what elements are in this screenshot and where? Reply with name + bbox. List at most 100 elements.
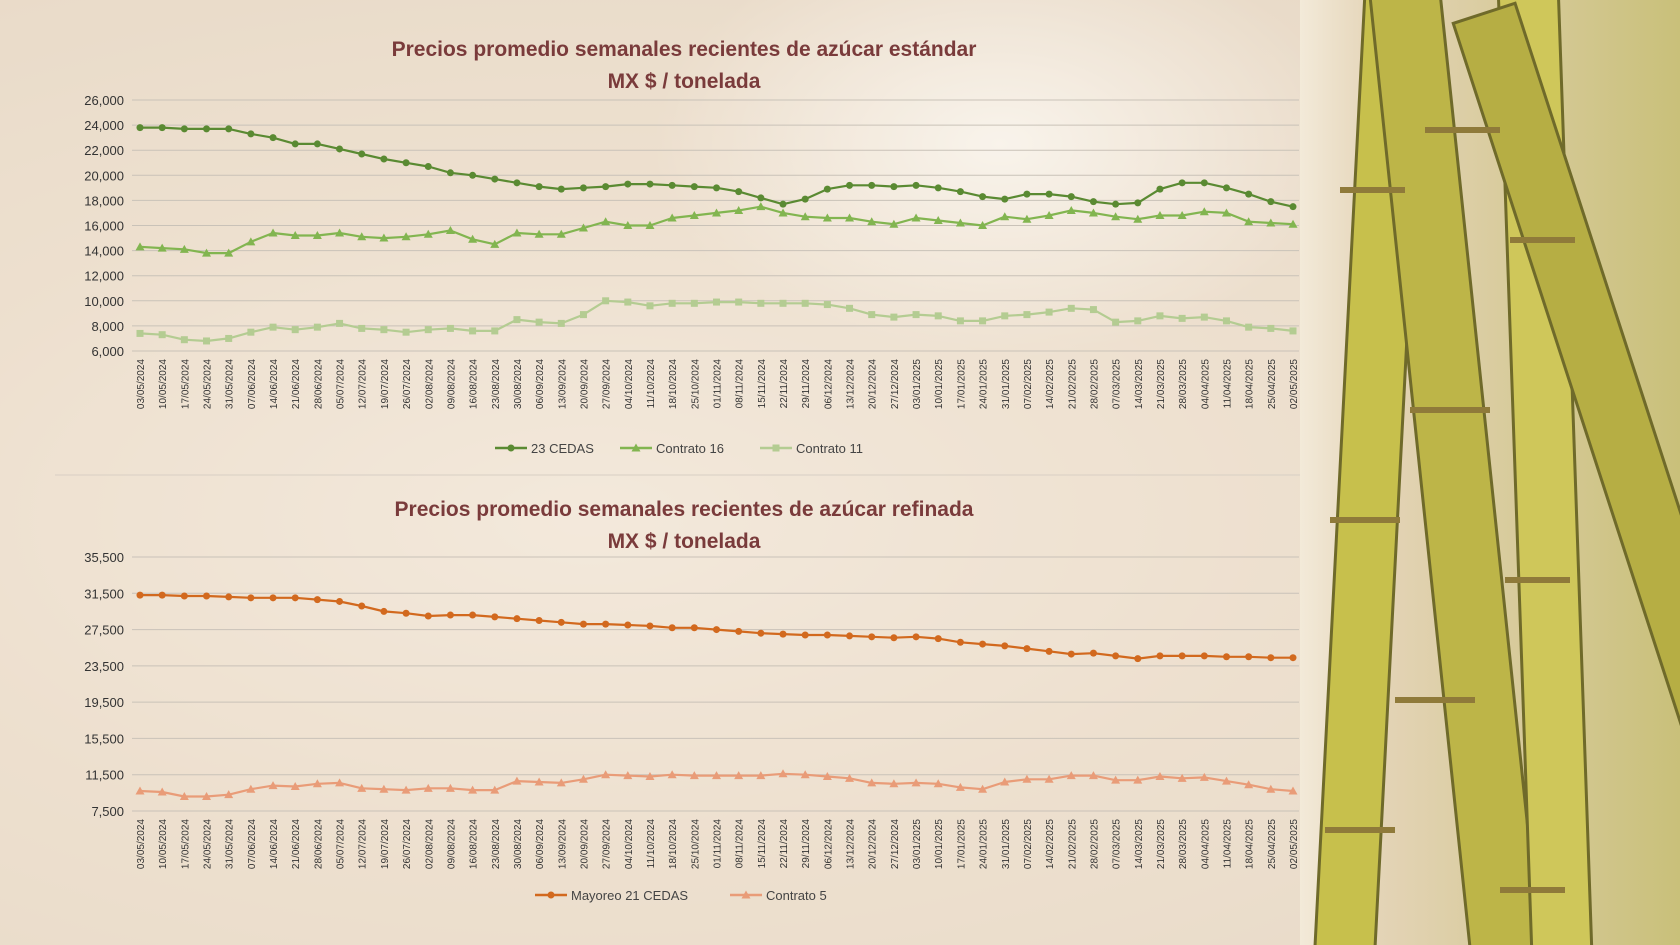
data-point (601, 217, 611, 226)
chart1-gridlines (132, 99, 1299, 352)
data-point (623, 771, 633, 780)
data-point (556, 229, 566, 238)
data-point (135, 786, 145, 795)
data-point (1000, 777, 1010, 786)
data-point (225, 125, 233, 133)
data-point (1022, 774, 1032, 783)
chart-standard-sugar: Precios promedio semanales recientes de … (84, 38, 1300, 456)
data-point (157, 787, 167, 796)
data-point (1089, 198, 1097, 206)
data-point (846, 181, 854, 189)
data-point (1200, 179, 1208, 187)
data-point (313, 323, 321, 331)
x-tick-label: 19/07/2024 (380, 819, 391, 869)
data-point (225, 334, 233, 342)
sugarcane-illustration (1312, 0, 1680, 945)
data-point (822, 213, 832, 222)
y-tick-label: 23,500 (84, 659, 124, 674)
x-tick-label: 27/12/2024 (890, 359, 901, 409)
data-point (1155, 210, 1165, 219)
legend-label: 23 CEDAS (531, 441, 594, 456)
x-tick-label: 17/05/2024 (180, 819, 191, 869)
y-tick-label: 15,500 (84, 731, 124, 746)
data-point (1245, 323, 1253, 331)
data-point (646, 180, 654, 188)
data-point (712, 771, 721, 780)
data-point (180, 125, 188, 133)
x-tick-label: 26/07/2024 (402, 359, 413, 409)
data-point (402, 328, 410, 336)
data-point (269, 594, 277, 602)
y-tick-label: 20,000 (84, 168, 124, 183)
x-tick-label: 02/05/2025 (1289, 359, 1300, 409)
data-point (535, 183, 543, 191)
data-point (713, 626, 720, 634)
x-tick-label: 28/03/2025 (1178, 819, 1189, 869)
data-point (1067, 193, 1075, 201)
y-tick-label: 8,000 (91, 319, 124, 334)
data-point (602, 620, 610, 628)
data-point (645, 221, 655, 229)
data-point (157, 243, 167, 252)
data-point (1178, 314, 1186, 322)
data-point (823, 631, 831, 639)
y-tick-label: 6,000 (91, 344, 124, 359)
data-point (1001, 312, 1009, 320)
data-point (800, 212, 810, 221)
data-point (689, 210, 699, 219)
data-point (268, 781, 278, 790)
data-point (735, 627, 743, 635)
data-point (956, 317, 964, 325)
y-tick-label: 31,500 (84, 586, 124, 601)
x-tick-label: 25/04/2025 (1267, 819, 1278, 869)
x-tick-label: 14/02/2025 (1045, 819, 1056, 869)
data-point (246, 237, 256, 246)
x-tick-label: 13/09/2024 (557, 359, 568, 409)
data-point (246, 784, 256, 793)
y-tick-label: 26,000 (84, 93, 124, 108)
x-tick-label: 14/03/2025 (1134, 819, 1145, 869)
data-point (336, 597, 344, 605)
data-point (956, 188, 964, 196)
legend-marker (547, 891, 555, 899)
data-point (624, 298, 632, 306)
data-point (912, 311, 920, 319)
x-tick-label: 16/08/2024 (469, 359, 480, 409)
x-tick-label: 27/09/2024 (602, 819, 613, 869)
data-point (735, 188, 743, 196)
data-point (690, 183, 698, 191)
data-point (557, 319, 565, 327)
data-point (468, 785, 478, 794)
x-tick-label: 18/04/2025 (1245, 819, 1256, 869)
data-point (290, 231, 300, 240)
y-tick-label: 19,500 (84, 695, 124, 710)
x-tick-label: 20/12/2024 (868, 819, 879, 869)
x-tick-label: 14/06/2024 (269, 819, 280, 869)
data-point (713, 298, 720, 306)
data-point (1111, 775, 1121, 784)
data-point (890, 634, 898, 642)
data-point (358, 602, 366, 610)
data-point (779, 200, 787, 208)
data-point (446, 611, 454, 619)
x-tick-label: 22/11/2024 (779, 819, 790, 869)
data-point (312, 779, 322, 788)
data-point (1199, 772, 1209, 781)
x-tick-label: 15/11/2024 (757, 819, 768, 869)
x-tick-label: 07/06/2024 (247, 819, 258, 869)
data-point (645, 772, 655, 781)
data-point (823, 301, 831, 309)
x-tick-label: 06/09/2024 (535, 819, 546, 869)
data-point (446, 324, 454, 332)
x-tick-label: 30/08/2024 (513, 359, 524, 409)
data-point (1200, 313, 1208, 321)
data-point (269, 323, 277, 331)
data-point (1267, 324, 1275, 332)
data-point (602, 297, 610, 305)
data-point (136, 124, 144, 132)
data-point (402, 609, 410, 617)
x-tick-label: 14/02/2025 (1045, 359, 1056, 409)
chart2-y-axis: 35,500 31,500 27,500 23,500 19,500 15,500 11,5… (84, 550, 124, 819)
data-point (933, 779, 943, 788)
x-tick-label: 16/08/2024 (469, 819, 480, 869)
